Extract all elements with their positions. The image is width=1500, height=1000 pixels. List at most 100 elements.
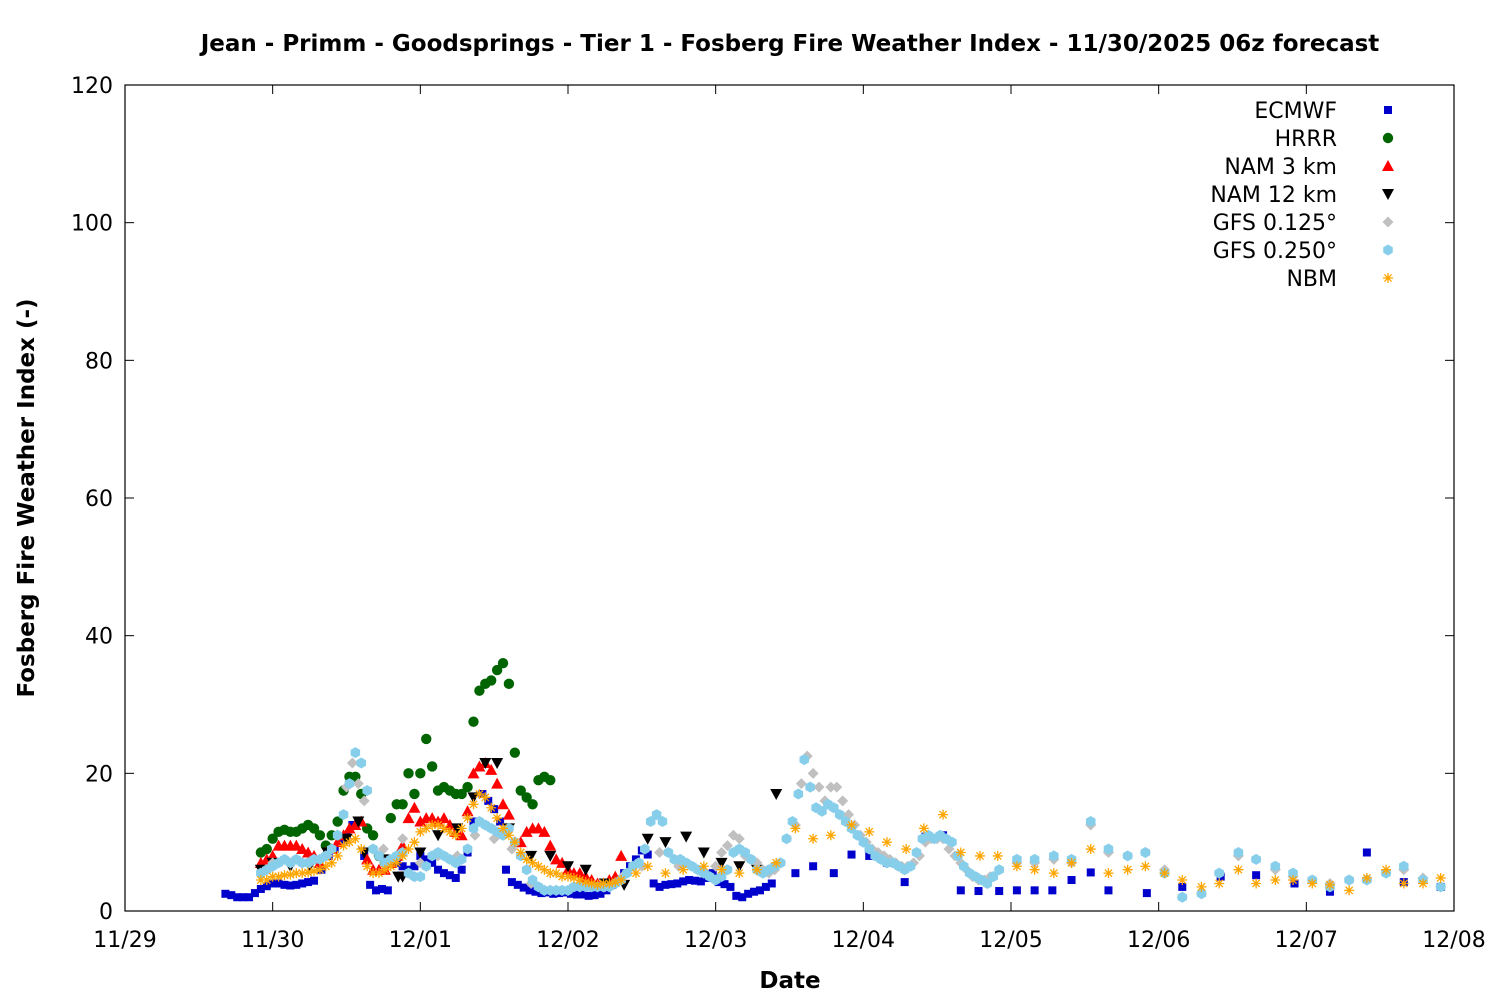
point-s2-29: [426, 812, 439, 824]
point-s0-78: [690, 876, 699, 885]
point-s1-27: [415, 768, 426, 779]
point-s2-48: [538, 825, 551, 837]
point-s6-31: [438, 823, 449, 834]
point-s0-50: [525, 886, 534, 895]
point-s2-49: [544, 839, 557, 851]
point-s5-20: [374, 850, 384, 862]
point-s6-95: [1233, 864, 1244, 875]
point-s6-13: [332, 850, 343, 861]
point-s3-11: [414, 847, 427, 859]
x-tick-label-3: 12/02: [536, 928, 599, 953]
point-s6-81: [974, 850, 985, 861]
point-s0-104: [1012, 886, 1021, 895]
point-s5-99: [840, 816, 851, 828]
point-s5-64: [634, 857, 644, 869]
point-s2-31: [437, 812, 450, 824]
point-s0-89: [755, 886, 764, 895]
legend-label-1: HRRR: [1275, 127, 1337, 152]
x-tick-label-0: 11/29: [93, 928, 156, 953]
point-s6-35: [462, 813, 473, 824]
point-s0-0: [221, 889, 230, 898]
point-s6-30: [433, 819, 444, 830]
point-s0-14: [304, 878, 313, 887]
point-s0-103: [995, 887, 1004, 896]
y-tick-label-2: 40: [85, 625, 113, 650]
point-s5-141: [1288, 867, 1298, 879]
point-s6-53: [568, 872, 579, 883]
x-tick-label-4: 12/03: [684, 928, 747, 953]
legend-label-2: NAM 3 km: [1224, 155, 1337, 180]
point-s6-23: [391, 857, 402, 868]
point-s6-72: [808, 833, 819, 844]
point-s2-13: [331, 836, 344, 848]
point-s6-63: [642, 861, 653, 872]
point-s6-9: [309, 866, 320, 877]
point-s5-67: [651, 809, 662, 821]
point-s1-26: [409, 788, 420, 800]
point-s1-46: [527, 799, 538, 810]
point-s1-22: [385, 812, 396, 824]
point-s6-78: [918, 823, 929, 834]
point-s6-88: [1103, 868, 1114, 879]
point-s0-60: [584, 891, 593, 900]
point-s2-8: [302, 846, 315, 858]
point-s6-25: [403, 844, 414, 855]
point-s3-18: [525, 850, 538, 862]
point-s6-93: [1196, 881, 1207, 892]
point-s1-39: [486, 675, 497, 686]
legend-label-4: GFS 0.125°: [1213, 211, 1337, 236]
point-s6-60: [610, 877, 621, 888]
point-s6-28: [421, 823, 432, 834]
point-s5-34: [456, 853, 467, 865]
point-s0-58: [572, 890, 581, 899]
point-s0-11: [286, 881, 295, 890]
point-s6-87: [1085, 844, 1096, 855]
x-tick-label-5: 12/04: [832, 928, 895, 953]
chart-title: Jean - Primm - Goodsprings - Tier 1 - Fo…: [199, 31, 1380, 57]
point-s5-131: [1103, 843, 1114, 855]
point-s6-84: [1029, 864, 1040, 875]
point-s6-57: [592, 879, 603, 890]
point-s2-32: [443, 818, 456, 830]
point-s3-27: [697, 847, 710, 859]
x-tick-label-8: 12/07: [1275, 928, 1338, 953]
point-s0-39: [457, 865, 466, 874]
point-s6-21: [379, 864, 390, 875]
point-s5-135: [1177, 891, 1188, 903]
point-s5-101: [852, 829, 863, 841]
point-s6-50: [551, 868, 562, 879]
point-s0-41: [469, 817, 478, 826]
point-s6-11: [320, 861, 331, 872]
point-s6-1: [261, 875, 272, 886]
point-s6-52: [563, 871, 573, 882]
point-s4-9: [397, 833, 409, 845]
point-s6-16: [350, 833, 361, 844]
point-s4-43: [813, 781, 825, 793]
point-s0-114: [1290, 879, 1299, 888]
point-s6-43: [509, 837, 520, 848]
point-s2-6: [290, 839, 303, 851]
point-s0-36: [439, 869, 448, 878]
point-s0-87: [744, 889, 753, 898]
point-s0-38: [451, 873, 460, 882]
point-s2-24: [396, 839, 409, 851]
point-s3-20: [562, 861, 574, 873]
point-s4-27: [716, 846, 728, 858]
point-s6-62: [630, 868, 641, 879]
point-s0-2: [233, 893, 242, 902]
point-s5-144: [1344, 874, 1354, 886]
point-s6-2: [267, 871, 278, 882]
point-s0-26: [377, 884, 386, 893]
point-s6-42: [503, 830, 514, 841]
point-s6-106: [1435, 872, 1446, 883]
point-s2-41: [497, 798, 510, 810]
point-s0-61: [590, 891, 599, 900]
point-s0-116: [1362, 848, 1371, 857]
point-s1-37: [474, 685, 485, 696]
point-s1-28: [421, 733, 432, 745]
point-s5-13: [332, 829, 343, 841]
point-s0-15: [310, 876, 319, 885]
point-s5-138: [1233, 846, 1244, 858]
point-s6-99: [1307, 878, 1318, 889]
point-s5-89: [781, 833, 792, 845]
